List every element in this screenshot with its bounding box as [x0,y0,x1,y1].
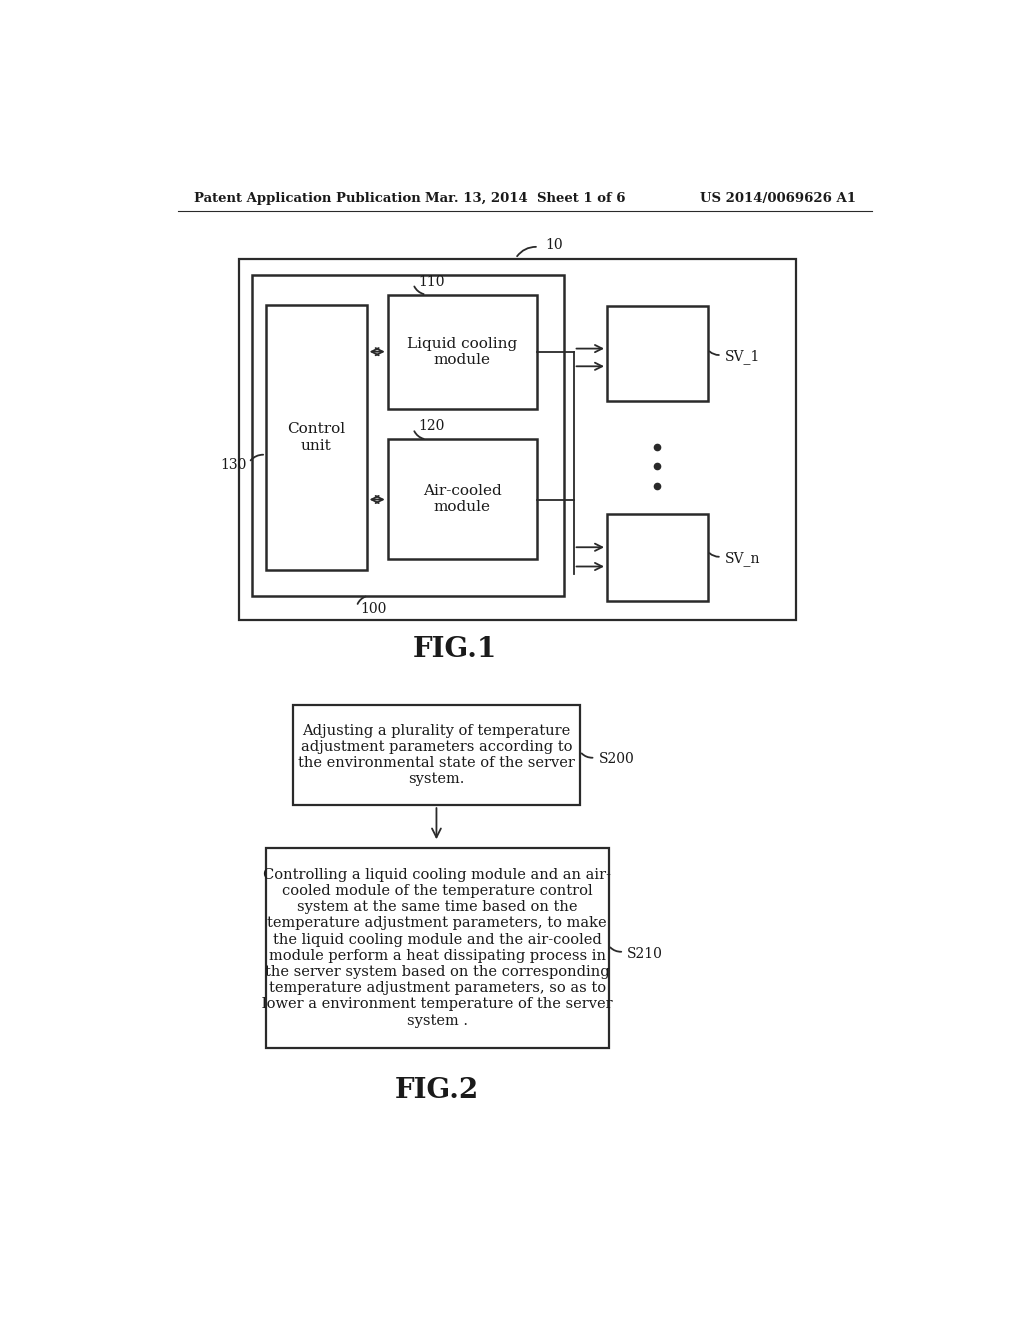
Text: SV_n: SV_n [725,552,760,566]
Text: 130: 130 [220,458,247,471]
Text: Control
unit: Control unit [288,422,345,453]
Text: SV_1: SV_1 [725,350,760,364]
Bar [266,305,367,570]
Text: 110: 110 [419,275,445,289]
Bar [252,276,563,595]
Bar [607,306,708,401]
Bar [388,440,538,558]
Text: US 2014/0069626 A1: US 2014/0069626 A1 [700,191,856,205]
Text: Patent Application Publication: Patent Application Publication [194,191,421,205]
Bar [388,294,538,409]
Text: FIG.1: FIG.1 [413,636,498,663]
Bar [266,847,608,1048]
Text: Mar. 13, 2014  Sheet 1 of 6: Mar. 13, 2014 Sheet 1 of 6 [425,191,625,205]
Bar [607,515,708,601]
Text: Controlling a liquid cooling module and an air-
cooled module of the temperature: Controlling a liquid cooling module and … [262,867,612,1027]
Text: Liquid cooling
module: Liquid cooling module [408,337,517,367]
Text: Adjusting a plurality of temperature
adjustment parameters according to
the envi: Adjusting a plurality of temperature adj… [298,723,574,787]
Text: FIG.2: FIG.2 [395,1077,479,1104]
Text: S200: S200 [598,752,634,766]
Text: Air-cooled
module: Air-cooled module [423,484,502,515]
Bar [239,259,796,620]
Text: 100: 100 [360,602,387,616]
Bar [293,705,580,805]
Text: S210: S210 [627,946,663,961]
Text: 120: 120 [419,420,445,433]
Text: 10: 10 [545,238,562,252]
